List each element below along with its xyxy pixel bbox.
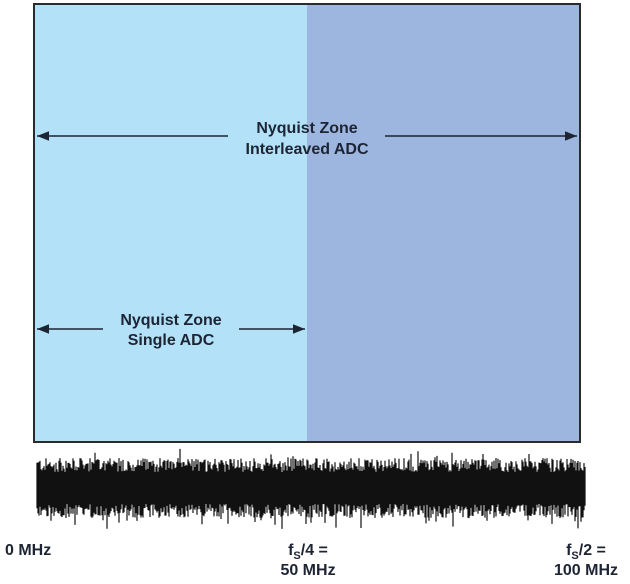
label-subscript: S — [571, 550, 578, 562]
label-part: f — [288, 542, 294, 559]
axis-label: 100 MHz — [554, 562, 618, 579]
zone-label: Nyquist Zone — [120, 312, 221, 329]
label-subscript: S — [293, 550, 300, 562]
zone-label: Single ADC — [128, 332, 215, 349]
label-part: /4 = — [301, 542, 328, 559]
label-part: /2 = — [579, 542, 606, 559]
single-zone-region — [34, 4, 307, 442]
zone-label: Nyquist Zone — [256, 120, 357, 137]
zone-label: Interleaved ADC — [246, 141, 369, 158]
axis-label: fS/4 = — [288, 542, 328, 562]
noise-trace — [36, 448, 586, 529]
noise-floor — [36, 448, 586, 529]
axis-label: 0 MHz — [5, 542, 51, 559]
frame — [33, 3, 581, 443]
label-part: f — [566, 542, 572, 559]
axis-label: 50 MHz — [280, 562, 335, 579]
interleaved-zone-region — [307, 4, 580, 442]
axis-label: fS/2 = — [566, 542, 606, 562]
